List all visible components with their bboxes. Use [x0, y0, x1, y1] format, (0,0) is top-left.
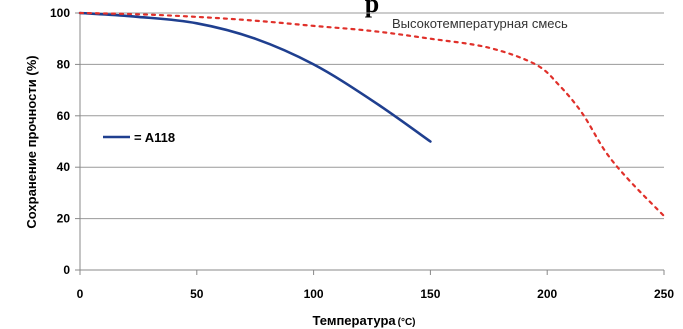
x-tick-label-200: 200 — [537, 287, 557, 301]
legend: = A118 — [103, 130, 175, 145]
x-tick-label-250: 250 — [654, 287, 674, 301]
grid-lines — [80, 12, 664, 220]
y-tick-label-40: 40 — [57, 160, 71, 174]
y-tick-label-0: 0 — [63, 263, 70, 277]
chart-title: р — [365, 0, 379, 18]
series-line-high-temp-mix — [78, 11, 666, 218]
y-tick-labels: 0 20 40 60 80 100 — [50, 6, 70, 277]
legend-label-a118: = A118 — [134, 130, 175, 145]
y-tick-label-60: 60 — [57, 109, 71, 123]
y-tick-label-20: 20 — [57, 212, 71, 226]
y-tick-label-100: 100 — [50, 6, 70, 20]
y-axis-title: Сохранение прочности (%) — [24, 55, 39, 228]
series-label-high-temp: Высокотемпературная смесь — [392, 16, 568, 31]
y-tick-label-80: 80 — [57, 57, 71, 71]
series-line-a118 — [78, 11, 432, 143]
x-tick-label-150: 150 — [420, 287, 440, 301]
x-axis-title: Температура — [312, 313, 396, 328]
x-tick-label-50: 50 — [190, 287, 204, 301]
x-tick-label-100: 100 — [304, 287, 324, 301]
axes — [75, 12, 665, 275]
x-axis-title-group: Температура (°C) — [312, 313, 415, 328]
x-tick-label-0: 0 — [77, 287, 84, 301]
x-axis-unit: (°C) — [398, 317, 416, 328]
x-tick-labels: 0 50 100 150 200 250 — [77, 287, 675, 301]
series-lines — [78, 11, 666, 218]
